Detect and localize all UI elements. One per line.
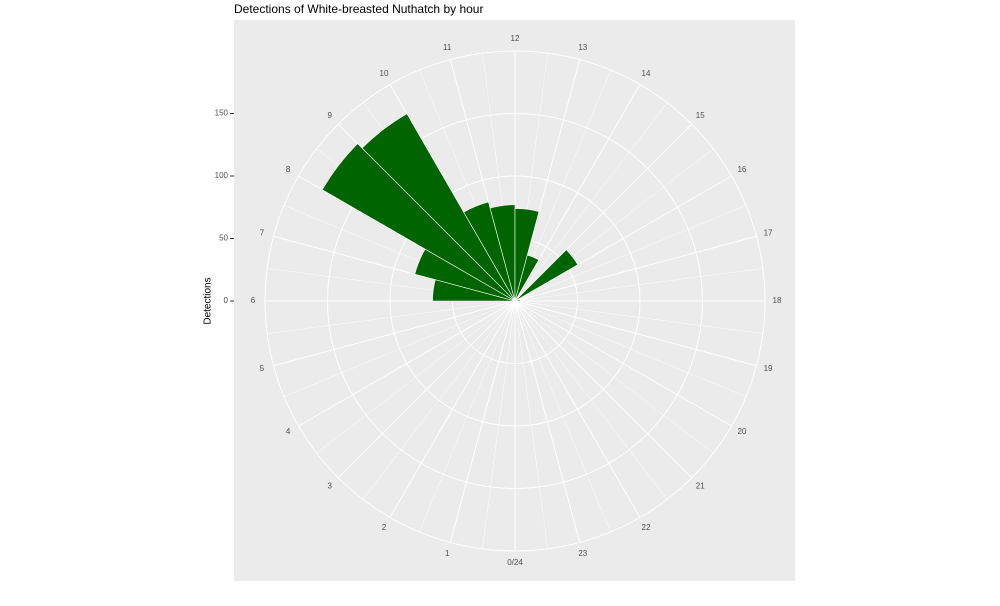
x-tick-label: 11 (443, 43, 452, 52)
bar (514, 254, 540, 302)
x-tick-label: 0/24 (507, 558, 523, 567)
x-tick-label: 4 (286, 427, 291, 436)
x-tick-label: 5 (260, 364, 265, 373)
x-tick-label: 22 (642, 523, 651, 532)
bar (361, 113, 516, 302)
x-tick-label: 12 (511, 34, 520, 43)
x-tick-label: 19 (764, 364, 773, 373)
x-tick-label: 21 (696, 481, 705, 490)
x-tick-label: 3 (328, 481, 333, 490)
x-tick-label: 15 (696, 111, 705, 120)
x-tick-label: 7 (260, 228, 265, 237)
bar (514, 249, 579, 302)
x-tick-label: 1 (445, 549, 450, 558)
bar (463, 201, 516, 302)
y-axis-label: Detections (203, 277, 214, 324)
y-tick-label: 0 (224, 296, 229, 305)
x-tick-label: 16 (737, 165, 746, 174)
x-tick-label: 2 (382, 523, 387, 532)
y-tick-label: 50 (219, 234, 228, 243)
x-tick-label: 13 (578, 43, 587, 52)
outer-circle (264, 50, 766, 552)
chart-title: Detections of White-breasted Nuthatch by… (234, 2, 483, 16)
y-tick-label: 100 (215, 171, 229, 180)
x-tick-label: 14 (642, 69, 651, 78)
x-tick-label: 10 (380, 69, 389, 78)
x-tick-label: 9 (328, 111, 333, 120)
grid-circle (389, 175, 641, 427)
x-tick-label: 6 (251, 296, 256, 305)
bar (514, 299, 521, 302)
bar (489, 204, 516, 302)
grid-circle (327, 113, 703, 489)
x-tick-label: 18 (773, 296, 782, 305)
x-tick-label: 23 (578, 549, 587, 558)
x-tick-label: 17 (764, 228, 773, 237)
x-tick-label: 8 (286, 165, 291, 174)
y-tick-label: 150 (215, 109, 229, 118)
x-tick-label: 20 (737, 427, 746, 436)
bar (321, 143, 516, 302)
